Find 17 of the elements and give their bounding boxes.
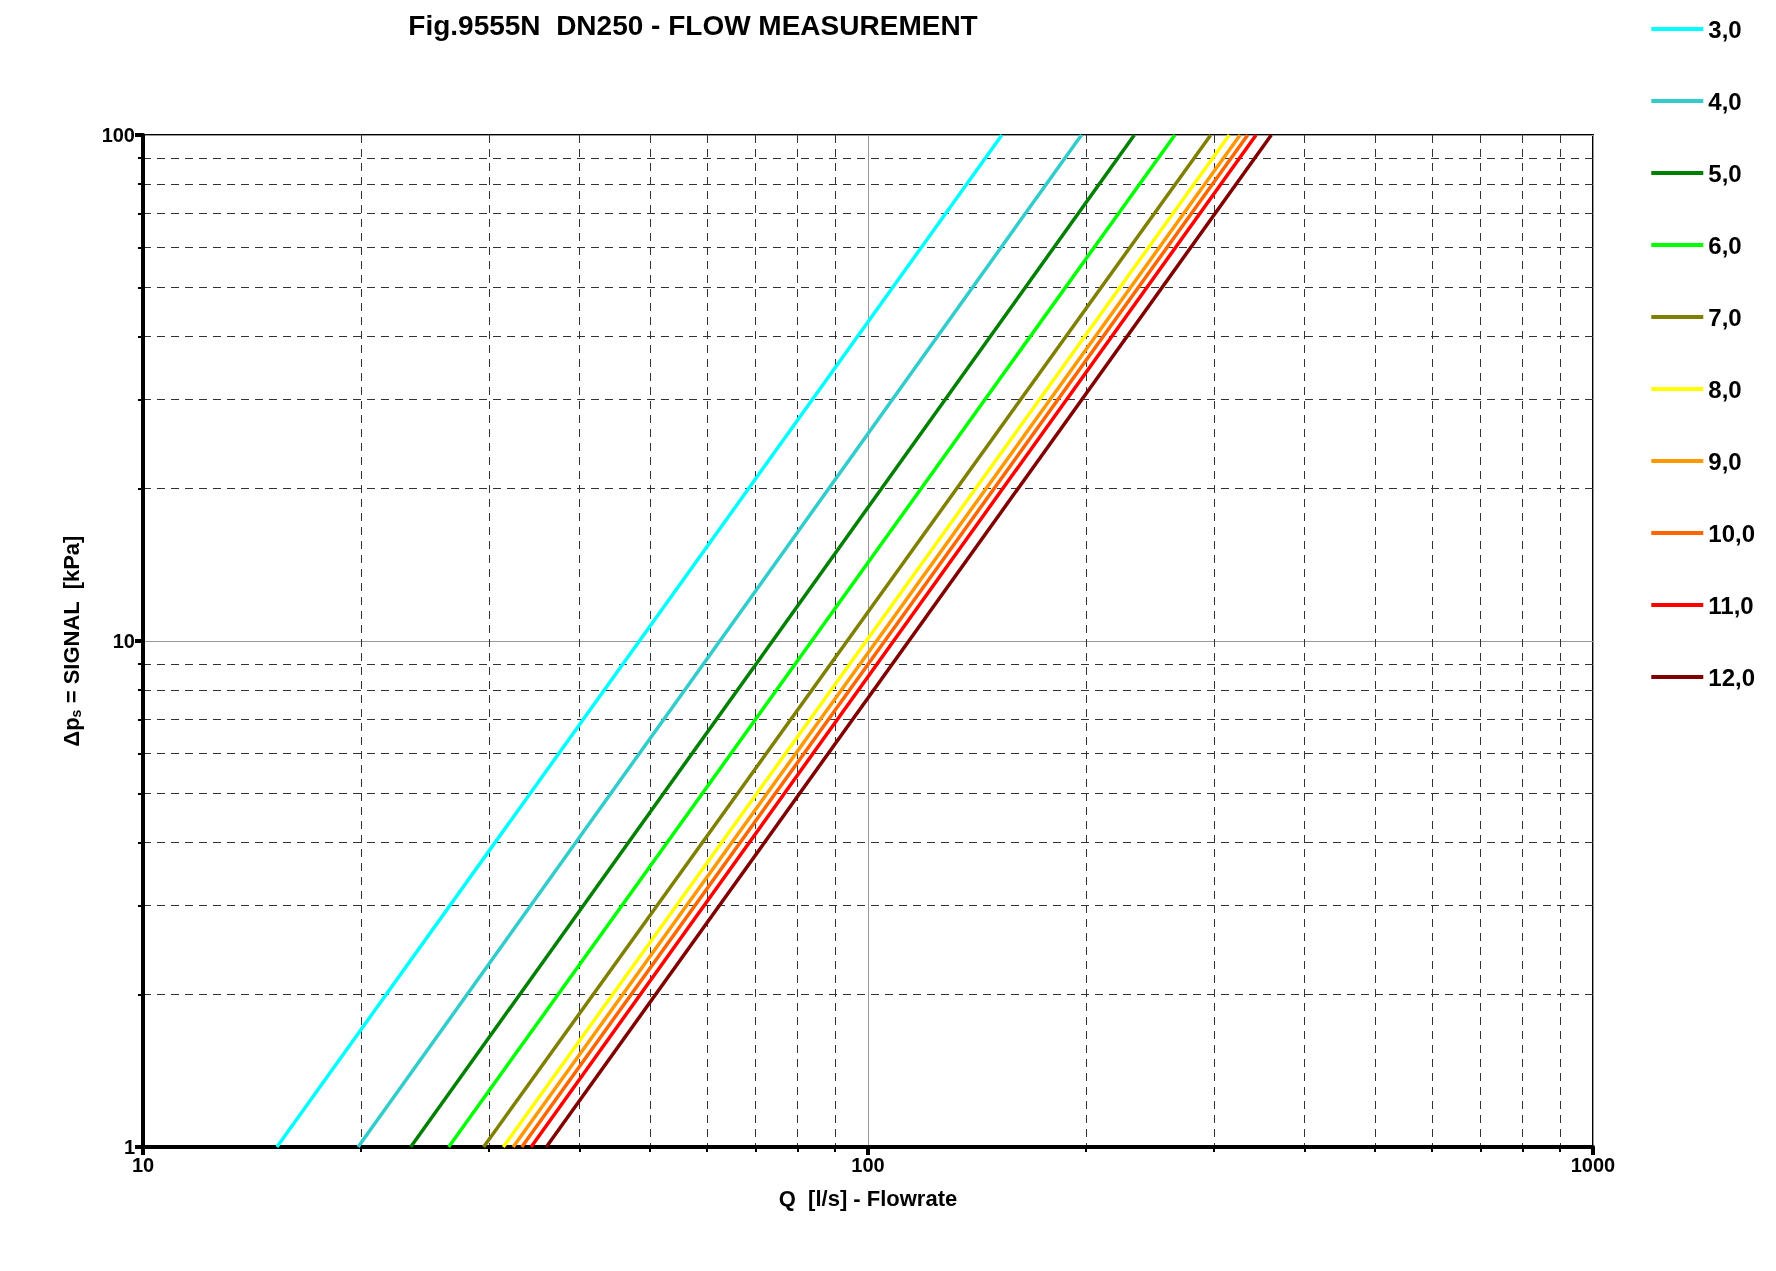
x-tick-label: 100 bbox=[851, 1154, 885, 1176]
legend-label: 12,0 bbox=[1708, 663, 1756, 691]
y-tick-label: 10 bbox=[112, 630, 135, 652]
legend-label: 5,0 bbox=[1708, 159, 1742, 187]
legend-label: 7,0 bbox=[1708, 303, 1742, 331]
legend-label: 9,0 bbox=[1708, 447, 1742, 475]
legend-label: 8,0 bbox=[1708, 375, 1742, 403]
chart-title: Fig.9555N DN250 - FLOW MEASUREMENT bbox=[408, 9, 978, 41]
y-axis-title: Δps = SIGNAL [kPa] bbox=[58, 535, 84, 747]
legend-label: 11,0 bbox=[1708, 591, 1754, 619]
legend-label: 3,0 bbox=[1708, 15, 1742, 43]
x-tick-label: 1000 bbox=[1570, 1154, 1616, 1176]
x-axis-title: Q [l/s] - Flowrate bbox=[778, 1185, 958, 1211]
legend-label: 10,0 bbox=[1708, 519, 1756, 547]
legend-label: 4,0 bbox=[1708, 87, 1742, 115]
y-tick-label: 100 bbox=[101, 124, 135, 146]
legend-label: 6,0 bbox=[1708, 231, 1742, 259]
